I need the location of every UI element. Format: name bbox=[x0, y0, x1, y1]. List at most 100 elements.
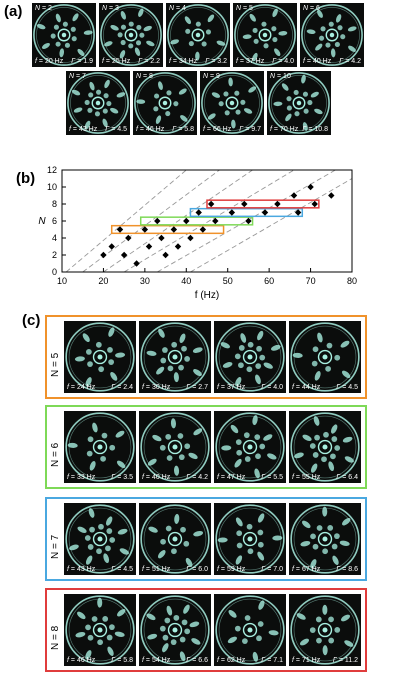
dashed-guide-line bbox=[190, 178, 352, 272]
pattern-image: f = 24 Hz Γ = 2.4 bbox=[64, 321, 136, 393]
mode-group-label: N = 6 bbox=[50, 442, 61, 467]
pattern-image: N = 10 f = 70 Hz Γ = 10.8 bbox=[267, 71, 331, 135]
pattern-image: f = 55 Hz Γ = 6.4 bbox=[289, 411, 361, 483]
mode-number-label: N = 9 bbox=[203, 73, 220, 80]
frequency-label: f = 33 Hz bbox=[67, 474, 96, 481]
data-point bbox=[207, 200, 215, 208]
wave-pattern bbox=[215, 412, 285, 482]
dashed-guide-line bbox=[103, 170, 253, 272]
y-tick-label: 6 bbox=[52, 216, 57, 226]
dashed-guide-line bbox=[65, 170, 187, 272]
x-axis-label: f (Hz) bbox=[195, 290, 219, 301]
gamma-label: Γ = 11.2 bbox=[332, 657, 358, 664]
gamma-label: Γ = 3.2 bbox=[205, 58, 227, 65]
pattern-image: f = 43 Hz Γ = 4.5 bbox=[64, 503, 136, 575]
y-tick-label: 4 bbox=[52, 233, 57, 243]
pattern-image: f = 62 Hz Γ = 7.1 bbox=[214, 594, 286, 666]
pattern-image: f = 71 Hz Γ = 11.2 bbox=[289, 594, 361, 666]
gamma-label: Γ = 6.0 bbox=[186, 566, 208, 573]
frequency-label: f = 51 Hz bbox=[142, 566, 171, 573]
mode-number-label: N = 4 bbox=[169, 5, 186, 12]
mode-highlight-box-n7 bbox=[189, 207, 304, 218]
pattern-image: f = 67 Hz Γ = 8.6 bbox=[289, 503, 361, 575]
mode-group-frame bbox=[45, 315, 367, 399]
pattern-image: f = 59 Hz Γ = 7.0 bbox=[214, 503, 286, 575]
wave-pattern bbox=[100, 4, 162, 66]
wave-pattern bbox=[290, 504, 360, 574]
pattern-image: f = 54 Hz Γ = 6.6 bbox=[139, 594, 211, 666]
pattern-image: N = 8 f = 46 Hz Γ = 5.8 bbox=[133, 71, 197, 135]
panel-a-label: (a) bbox=[4, 3, 23, 20]
frequency-label: f = 62 Hz bbox=[217, 657, 246, 664]
frequency-label: f = 59 Hz bbox=[217, 566, 246, 573]
gamma-label: Γ = 8.6 bbox=[336, 566, 358, 573]
dashed-guide-line bbox=[157, 170, 336, 272]
mode-group-frame bbox=[45, 405, 367, 489]
data-point bbox=[241, 200, 248, 208]
data-point bbox=[245, 217, 252, 225]
mode-number-label: N = 10 bbox=[270, 73, 291, 80]
x-tick-label: 30 bbox=[140, 276, 150, 286]
gamma-label: Γ = 4.5 bbox=[336, 384, 358, 391]
pattern-image: N = 4 f = 34 Hz Γ = 3.2 bbox=[166, 3, 230, 67]
data-point bbox=[141, 226, 149, 233]
pattern-image: N = 5 f = 37 Hz Γ = 4.0 bbox=[233, 3, 297, 67]
mode-number-label: N = 2 bbox=[35, 5, 52, 12]
data-point bbox=[116, 226, 124, 233]
gamma-label: Γ = 2.2 bbox=[138, 58, 160, 65]
gamma-label: Γ = 1.9 bbox=[71, 58, 93, 65]
frequency-label: f = 24 Hz bbox=[67, 384, 96, 391]
frequency-label: f = 40 Hz bbox=[142, 474, 171, 481]
data-point bbox=[187, 234, 194, 242]
mode-group-label: N = 8 bbox=[50, 625, 61, 650]
frequency-label: f = 70 Hz bbox=[270, 126, 299, 133]
pattern-image: N = 3 f = 25 Hz Γ = 2.2 bbox=[99, 3, 163, 67]
wave-pattern bbox=[140, 412, 210, 482]
gamma-label: Γ = 4.5 bbox=[111, 566, 133, 573]
pattern-image: f = 30 Hz Γ = 2.7 bbox=[139, 321, 211, 393]
wave-pattern bbox=[33, 4, 95, 66]
y-tick-label: 2 bbox=[52, 250, 57, 260]
data-point bbox=[183, 217, 190, 225]
frequency-label: f = 55 Hz bbox=[292, 474, 321, 481]
wave-pattern bbox=[65, 595, 135, 665]
y-axis-label: N bbox=[38, 216, 46, 227]
data-point bbox=[228, 209, 236, 216]
data-point bbox=[154, 217, 161, 225]
y-tick-label: 10 bbox=[47, 182, 57, 192]
pattern-image: f = 47 Hz Γ = 5.5 bbox=[214, 411, 286, 483]
mode-group-label: N = 5 bbox=[50, 352, 61, 377]
frequency-label: f = 43 Hz bbox=[69, 126, 98, 133]
panel-b-label: (b) bbox=[16, 170, 36, 187]
frequency-label: f = 54 Hz bbox=[142, 657, 171, 664]
panel-c-label: (c) bbox=[22, 312, 41, 329]
y-tick-label: 8 bbox=[52, 199, 57, 209]
pattern-image: f = 51 Hz Γ = 6.0 bbox=[139, 503, 211, 575]
data-point bbox=[133, 260, 140, 267]
gamma-label: Γ = 7.0 bbox=[261, 566, 283, 573]
frequency-label: f = 25 Hz bbox=[102, 58, 131, 65]
gamma-label: Γ = 4.0 bbox=[261, 384, 283, 391]
data-point bbox=[125, 234, 132, 242]
data-point bbox=[120, 251, 128, 259]
gamma-label: Γ = 2.4 bbox=[111, 384, 133, 391]
x-tick-label: 40 bbox=[181, 276, 191, 286]
data-point bbox=[328, 192, 335, 199]
gamma-label: Γ = 4.0 bbox=[272, 58, 294, 65]
gamma-label: Γ = 5.8 bbox=[111, 657, 133, 664]
wave-pattern bbox=[290, 595, 360, 665]
wave-pattern bbox=[140, 322, 210, 392]
wave-pattern bbox=[215, 322, 285, 392]
frequency-label: f = 67 Hz bbox=[292, 566, 321, 573]
plot-frame bbox=[61, 169, 353, 273]
mode-group-frame bbox=[45, 588, 367, 672]
mode-number-label: N = 5 bbox=[236, 5, 253, 12]
wave-pattern bbox=[167, 4, 229, 66]
wave-pattern bbox=[290, 412, 360, 482]
frequency-label: f = 43 Hz bbox=[67, 566, 96, 573]
frequency-label: f = 37 Hz bbox=[236, 58, 265, 65]
x-tick-label: 60 bbox=[264, 276, 274, 286]
frequency-label: f = 46 Hz bbox=[136, 126, 165, 133]
dashed-guide-line bbox=[123, 170, 295, 272]
x-tick-label: 50 bbox=[223, 276, 233, 286]
